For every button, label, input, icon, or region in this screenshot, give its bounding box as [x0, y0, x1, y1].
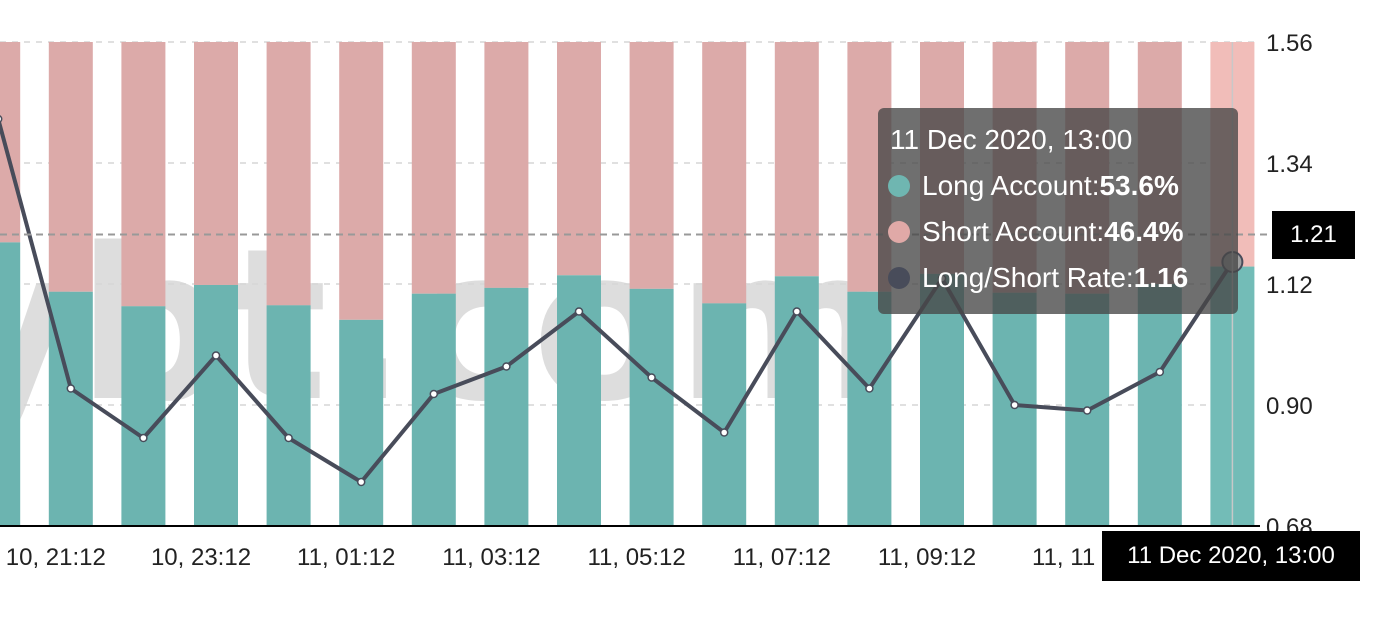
- rate-point: [356, 477, 366, 487]
- short-bar: [629, 42, 674, 289]
- long-bar: [1137, 284, 1182, 526]
- y-tick-label: 1.12: [1266, 272, 1313, 299]
- rate-point: [429, 389, 439, 399]
- short-bar: [339, 42, 384, 320]
- short-bar: [702, 42, 747, 304]
- long-bar: [266, 305, 311, 526]
- tooltip-value-short: 46.4%: [1104, 216, 1184, 247]
- rate-point: [719, 428, 729, 437]
- tooltip-row-rate: Long/Short Rate: 1.16: [888, 262, 1188, 294]
- x-tick-label: 11, 01:12: [297, 544, 395, 571]
- short-bar: [0, 42, 21, 243]
- rate-point: [66, 384, 76, 393]
- short-bar: [194, 42, 238, 285]
- long-bar: [920, 273, 964, 526]
- short-bar: [557, 42, 601, 276]
- long-bar: [121, 306, 166, 526]
- tooltip-label-long: Long Account:: [922, 170, 1100, 201]
- y-tick-label: 0.90: [1266, 393, 1313, 420]
- y-tick-label: 1.56: [1266, 30, 1313, 57]
- long-bar: [339, 319, 384, 526]
- tooltip-label-short: Short Account:: [922, 216, 1105, 247]
- y-axis: 1.561.341.120.900.68: [1266, 30, 1313, 541]
- x-axis: 10, 21:12 10, 23:12 11, 01:12 11, 03:12 11, …: [0, 525, 1260, 571]
- long-bar: [702, 303, 747, 526]
- rate-point: [139, 433, 148, 443]
- long-bar: [0, 242, 21, 526]
- x-tick-label: 10, 23:12: [151, 544, 251, 571]
- short-bar: [121, 42, 166, 307]
- rate-polyline: [0, 118, 1235, 484]
- long-bar: [484, 287, 529, 526]
- rate-point: [792, 307, 802, 316]
- long-bar: [992, 292, 1037, 526]
- rate-point: [574, 307, 584, 316]
- long-bar: [847, 291, 892, 526]
- x-tick-label: 11, 05:12: [587, 544, 685, 571]
- rate-point: [211, 351, 221, 360]
- tooltip-label-rate: Long/Short Rate:: [922, 262, 1134, 293]
- rate-point: [1082, 406, 1092, 415]
- short-bar: [774, 42, 819, 277]
- long-bar: [774, 276, 819, 526]
- rate-point: [865, 384, 874, 393]
- rate-point: [0, 115, 3, 123]
- tooltip-row-long: Long Account: 53.6%: [888, 170, 1179, 202]
- short-bar: [48, 42, 93, 292]
- long-bar: [629, 288, 674, 526]
- rate-point: [502, 362, 511, 371]
- y-tick-label: 1.34: [1266, 151, 1313, 178]
- x-tick-label: 11, 09:12: [878, 544, 976, 571]
- tooltip-value-rate: 1.16: [1133, 262, 1189, 293]
- short-bar: [484, 42, 529, 288]
- tooltip-row-short: Short Account: 46.4%: [888, 216, 1184, 248]
- rate-line: [0, 115, 1244, 487]
- long-bar: [194, 284, 238, 526]
- rate-point: [1010, 400, 1019, 410]
- x-tick-label: 11, 11: [1032, 544, 1095, 571]
- x-tick-label: 10, 21:12: [6, 544, 106, 571]
- short-bar: [266, 42, 311, 306]
- long-dot-icon: [888, 175, 910, 197]
- tooltip: 11 Dec 2020, 13:00 Long Account: 53.6% S…: [878, 108, 1238, 314]
- tooltip-title: 11 Dec 2020, 13:00: [890, 124, 1133, 155]
- long-bar: [557, 275, 601, 526]
- rate-point: [1155, 367, 1165, 377]
- rate-dot-icon: [888, 267, 910, 289]
- x-crosshair-badge: 11 Dec 2020, 13:00: [1102, 531, 1360, 581]
- tooltip-value-long: 53.6%: [1099, 170, 1179, 201]
- x-tick-label: 11, 03:12: [442, 544, 540, 571]
- rate-point: [284, 433, 293, 443]
- rate-point: [647, 373, 656, 382]
- short-bar: [411, 42, 456, 294]
- x-tick-label: 11, 07:12: [733, 544, 831, 571]
- y-crosshair-badge: 1.21: [1272, 211, 1355, 259]
- short-dot-icon: [888, 221, 910, 243]
